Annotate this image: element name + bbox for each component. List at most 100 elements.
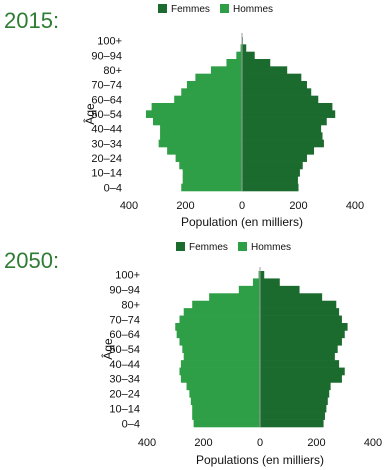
chart-0-bar-hommes-60–64 (174, 95, 242, 104)
chart-1-y-tick-label: 40–44 (109, 359, 140, 371)
chart-1-year-title: 2050: (4, 248, 59, 273)
chart-1-bar-hommes-50–54 (182, 345, 260, 354)
chart-1-y-tick-label: 60–64 (109, 329, 140, 341)
chart-1-bar-femmes-20–24 (260, 389, 330, 398)
chart-0-bar-femmes-80–84 (242, 66, 288, 74)
chart-0-bar-femmes-55–59 (242, 103, 333, 111)
chart-1-y-tick-label: 90–94 (109, 285, 140, 297)
chart-1-x-tick-label: 0 (257, 437, 263, 449)
chart-1-bar-hommes-10–14 (192, 404, 260, 413)
chart-0-legend-label-femmes: Femmes (171, 4, 210, 15)
chart-1-bar-hommes-60–64 (176, 330, 260, 339)
chart-1-bar-hommes-15–19 (190, 397, 260, 406)
chart-0-x-tick-label: 200 (289, 200, 307, 212)
chart-0-bar-hommes-80–84 (210, 66, 242, 74)
chart-0-bar-hommes-25–29 (167, 147, 242, 155)
chart-1-bar-femmes-0–4 (260, 419, 324, 428)
chart-1-bar-femmes-40–44 (260, 360, 340, 368)
chart-0-bar-femmes-65–69 (242, 88, 312, 96)
chart-1-bar-hommes-70–74 (179, 315, 260, 324)
chart-1-bar-femmes-45–49 (260, 352, 335, 361)
chart-1-y-tick-label: 100+ (115, 270, 140, 282)
chart-1-x-tick-label: 400 (364, 437, 382, 449)
chart-1-bar-femmes-95–99 (260, 278, 280, 287)
chart-1-bar-femmes-75–79 (260, 308, 340, 316)
chart-1-bar-hommes-30–34 (180, 375, 260, 383)
chart-0-bar-femmes-5–9 (242, 176, 298, 184)
chart-0-bar-hommes-0–4 (181, 183, 242, 192)
chart-0-bar-femmes-85–89 (242, 59, 271, 67)
chart-1-bar-femmes-60–64 (260, 330, 345, 339)
chart-1-bar-hommes-95–99 (252, 278, 260, 287)
chart-1-legend-swatch-hommes (238, 242, 247, 251)
chart-0-legend-swatch-hommes (220, 4, 229, 13)
chart-0-x-tick-label: 0 (239, 200, 245, 212)
chart-0-bar-hommes-70–74 (186, 81, 242, 89)
chart-0-legend-label-hommes: Hommes (233, 4, 273, 15)
chart-0-bar-hommes-20–24 (175, 154, 242, 162)
chart-1-bar-femmes-90–94 (260, 285, 300, 294)
chart-1-x-axis-label: Populations (en milliers) (196, 453, 324, 467)
chart-0-bar-hommes-50–54 (145, 110, 242, 118)
chart-0-bar-femmes-90–94 (242, 51, 255, 60)
chart-0-bar-hommes-75–79 (195, 73, 242, 82)
chart-1-bar-femmes-65–69 (260, 323, 348, 331)
chart-0-bar-femmes-70–74 (242, 81, 307, 89)
chart-1-bar-femmes-100+ (260, 271, 265, 279)
chart-0-y-tick-label: 20–24 (91, 153, 122, 165)
chart-1-y-axis-label: Âge (100, 338, 115, 360)
chart-0-bar-femmes-35–39 (242, 132, 323, 140)
chart-0-x-tick-label: 400 (120, 200, 138, 212)
chart-0-bar-hommes-85–89 (226, 59, 242, 67)
chart-1-bar-hommes-65–69 (175, 323, 260, 331)
chart-1-bar-hommes-55–59 (179, 337, 260, 346)
chart-0-bar-hommes-65–69 (181, 88, 242, 96)
chart-1-x-tick-label: 200 (194, 437, 212, 449)
chart-1-legend-label-femmes: Femmes (189, 242, 228, 253)
chart-0-y-tick-label: 40–44 (91, 124, 122, 136)
chart-0-bar-femmes-50–54 (242, 110, 336, 118)
chart-0-y-tick-label: 70–74 (91, 80, 122, 92)
chart-0-y-tick-label: 10–14 (91, 168, 122, 180)
chart-1-y-tick-label: 20–24 (109, 389, 140, 401)
chart-1-bar-hommes-0–4 (193, 419, 260, 428)
chart-1-y-tick-label: 10–14 (109, 403, 140, 415)
chart-0-bar-hommes-90–94 (236, 51, 242, 60)
chart-0-y-tick-label: 30–34 (91, 138, 122, 150)
chart-1-bar-femmes-80–84 (260, 300, 337, 309)
chart-0-bar-femmes-0–4 (242, 183, 299, 192)
chart-1-bar-femmes-85–89 (260, 293, 323, 302)
chart-1-y-tick-label: 50–54 (109, 344, 140, 356)
chart-0-bar-hommes-10–14 (182, 169, 242, 177)
chart-0-y-tick-label: 80+ (103, 65, 122, 77)
chart-0-bar-femmes-40–44 (242, 125, 322, 133)
chart-1-bar-femmes-50–54 (260, 345, 338, 354)
chart-1-bar-femmes-55–59 (260, 337, 342, 346)
chart-1-bar-hommes-5–9 (192, 412, 260, 420)
chart-1-bar-femmes-30–34 (260, 375, 342, 383)
chart-0-x-tick-label: 400 (346, 200, 364, 212)
chart-1-bar-hommes-85–89 (209, 293, 260, 302)
chart-1-bar-femmes-10–14 (260, 404, 327, 413)
chart-1-bar-hommes-20–24 (189, 389, 260, 398)
chart-1-bar-femmes-5–9 (260, 412, 325, 420)
chart-0-bar-hommes-15–19 (179, 161, 242, 170)
chart-1-y-tick-label: 70–74 (109, 314, 140, 326)
chart-0-bar-hommes-45–49 (153, 117, 242, 126)
chart-0-bar-femmes-60–64 (242, 95, 319, 104)
chart-0-y-tick-label: 0–4 (104, 182, 122, 194)
chart-1-x-tick-label: 400 (138, 437, 156, 449)
chart-0-bar-femmes-20–24 (242, 154, 307, 162)
chart-0-bar-femmes-15–19 (242, 161, 303, 170)
chart-1-bar-hommes-25–29 (186, 382, 260, 391)
chart-1-y-tick-label: 80+ (121, 299, 140, 311)
chart-0-bar-hommes-30–34 (158, 139, 242, 148)
chart-0-x-tick-label: 200 (176, 200, 194, 212)
chart-0-y-tick-label: 100+ (97, 36, 122, 48)
chart-1-bar-hommes-75–79 (183, 308, 260, 316)
chart-1-bar-hommes-45–49 (183, 352, 260, 361)
chart-1-legend-label-hommes: Hommes (251, 242, 291, 253)
chart-0-bar-hommes-5–9 (182, 176, 242, 184)
chart-0-bar-femmes-95–99 (242, 44, 247, 52)
chart-1-legend-swatch-femmes (176, 242, 185, 251)
